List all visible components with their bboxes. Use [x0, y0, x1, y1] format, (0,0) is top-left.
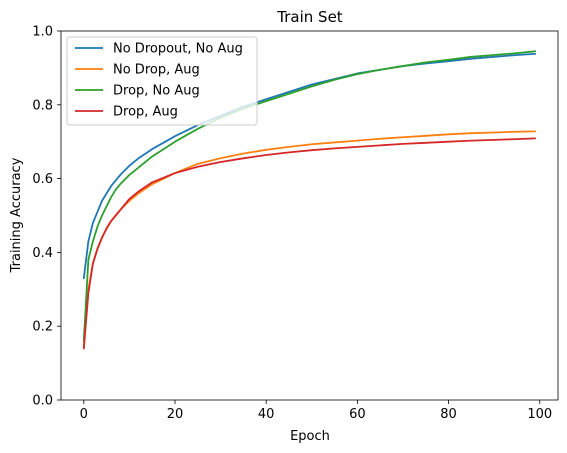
x-tick-label: 80: [440, 407, 457, 422]
y-tick-label: 0.4: [32, 246, 53, 261]
x-tick-label: 100: [527, 407, 552, 422]
legend-label: Drop, No Aug: [113, 84, 200, 99]
legend-label: No Dropout, No Aug: [113, 42, 243, 57]
y-axis: 0.0 0.2 0.4 0.6 0.8 1.0: [32, 25, 61, 409]
x-tick-label: 20: [167, 407, 184, 422]
y-tick-label: 0.2: [32, 320, 53, 335]
legend-label: Drop, Aug: [113, 105, 178, 120]
y-axis-label: Training Accuracy: [9, 157, 24, 273]
legend-label: No Drop, Aug: [113, 63, 200, 78]
x-tick-label: 40: [258, 407, 275, 422]
y-tick-label: 1.0: [32, 25, 53, 40]
series-line-4: [82, 137, 537, 350]
x-axis-label: Epoch: [290, 429, 330, 444]
y-tick-label: 0.6: [32, 172, 53, 187]
chart-title: Train Set: [276, 8, 343, 26]
x-tick-label: 0: [80, 407, 88, 422]
x-tick-label: 60: [349, 407, 366, 422]
y-tick-label: 0.8: [32, 98, 53, 113]
legend: No Dropout, No Aug No Drop, Aug Drop, No A…: [66, 36, 258, 126]
plot-frame: [60, 30, 559, 401]
x-axis: 0 20 40 60 80 100: [80, 400, 552, 422]
legend-box: [66, 36, 258, 126]
y-tick-label: 0.0: [32, 394, 53, 409]
